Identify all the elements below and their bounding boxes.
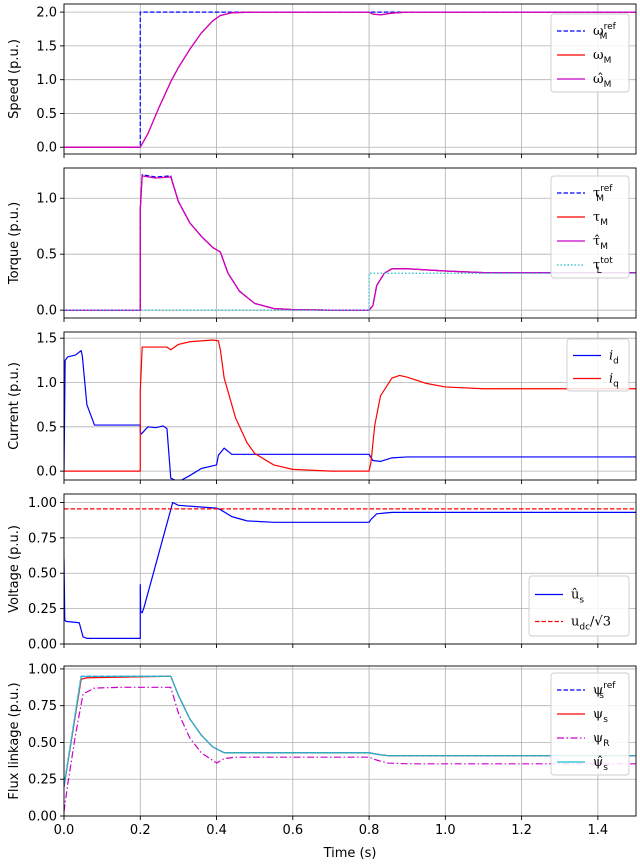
y-axis-label-speed: Speed (p.u.) (7, 39, 22, 119)
legend-entry-label: ψR (593, 731, 609, 749)
legend: ωref M ωM ω̂M (550, 13, 630, 93)
y-tick-label: 1.5 (36, 332, 57, 347)
series-line (64, 675, 636, 787)
legend-box (550, 13, 630, 93)
x-tick-label: 0.4 (206, 823, 227, 838)
legend-entry-label: τtot L (593, 256, 613, 276)
panel-1: 0.0 0.5 1.0 1.5 2.0 ωref M ωM ω̂M (36, 3, 637, 158)
legend-entry-label: τref M (593, 184, 613, 204)
series-group (64, 501, 636, 639)
series-line (64, 686, 636, 812)
legend-entry-label: iq (609, 372, 619, 390)
legend-entry-label: ωref M (593, 22, 617, 42)
y-tick-label: 0.00 (28, 638, 57, 653)
y-tick-label: 0.25 (28, 773, 57, 788)
y-tick-label: 0.50 (28, 567, 57, 582)
axes-frame (63, 3, 637, 155)
legend-entry-label: ω̂M (593, 72, 611, 90)
y-axis-label-torque: Torque (p.u.) (7, 202, 22, 285)
y-tick-label: 2.0 (36, 6, 57, 21)
y-tick-label: 1.0 (36, 192, 57, 207)
y-axis-label-voltage: Voltage (p.u.) (7, 525, 22, 613)
y-tick-label: 1.00 (28, 496, 57, 511)
y-tick-label: 0.5 (36, 420, 57, 435)
legend-box (528, 575, 630, 637)
legend-entry-label: udc/√3 (571, 615, 611, 633)
x-axis-label: Time (s) (323, 846, 377, 861)
series-group (64, 675, 636, 812)
series-group (64, 11, 636, 148)
legend-box (550, 672, 630, 776)
y-tick-label: 1.5 (36, 39, 57, 54)
y-tick-label: 0.50 (28, 736, 57, 751)
legend-entry-label: τ̂M (593, 234, 608, 252)
legend-entry-label: ψref s (593, 681, 616, 701)
x-tick-label: 0.2 (130, 823, 151, 838)
x-tick-label: 1.4 (588, 823, 609, 838)
series-line (64, 339, 636, 472)
y-axis-label-current: Current (p.u.) (7, 362, 22, 450)
y-axis-label-flux-linkage: Flux linkage (p.u.) (7, 682, 22, 799)
y-tick-label: 1.0 (36, 376, 57, 391)
legend: ûs udc/√3 (528, 575, 630, 637)
legend-entry-label: τM (593, 210, 608, 228)
legend-box (566, 338, 630, 392)
y-tick-label: 0.0 (36, 465, 57, 480)
legend-entry-label: ûs (571, 588, 584, 606)
axes-frame (63, 665, 637, 817)
legend-entry-label: ψ̂s (593, 755, 608, 773)
y-tick-label: 0.0 (36, 141, 57, 156)
y-tick-label: 1.0 (36, 73, 57, 88)
panel-3: 0.0 0.5 1.0 1.5 id iq (36, 331, 637, 484)
y-tick-label: 1.00 (28, 662, 57, 677)
legend: τref M τM τ̂M τtot L (550, 175, 630, 279)
x-tick-label: 0.8 (359, 823, 380, 838)
legend-entry-label: id (609, 349, 619, 367)
series-group (64, 174, 636, 311)
panel-5: 0.00 0.25 0.50 0.75 1.00 0.0 0.2 0.4 0.6 0.8 1.0 1.… (28, 662, 637, 838)
y-tick-label: 0.5 (36, 248, 57, 263)
y-tick-label: 0.25 (28, 602, 57, 617)
series-line (64, 11, 636, 148)
legend-entry-label: ωM (593, 48, 611, 66)
axes-frame (63, 331, 637, 481)
legend: id iq (566, 338, 630, 392)
y-tick-label: 0.75 (28, 699, 57, 714)
y-tick-label: 0.5 (36, 107, 57, 122)
x-tick-label: 0.6 (282, 823, 303, 838)
panel-4: 0.00 0.25 0.50 0.75 1.00 ûs udc/√3 (28, 493, 637, 653)
axes-frame (63, 167, 637, 319)
y-tick-label: 0.75 (28, 531, 57, 546)
panel-2: 0.0 0.5 1.0 τref M τM τ̂M τtot L (36, 167, 637, 322)
legend-box (550, 175, 630, 279)
series-line (64, 501, 636, 639)
y-tick-label: 0.0 (36, 304, 57, 319)
x-tick-label: 1.0 (435, 823, 456, 838)
series-group (64, 339, 636, 480)
series-line (64, 175, 636, 311)
axes-frame (63, 493, 637, 645)
legend: ψref s ψs ψR ψ̂s (550, 672, 630, 776)
x-tick-label: 0.0 (54, 823, 75, 838)
legend-entry-label: ψs (593, 707, 608, 725)
x-tick-label: 1.2 (511, 823, 532, 838)
y-tick-label: 0.00 (28, 810, 57, 825)
series-line (64, 11, 636, 148)
